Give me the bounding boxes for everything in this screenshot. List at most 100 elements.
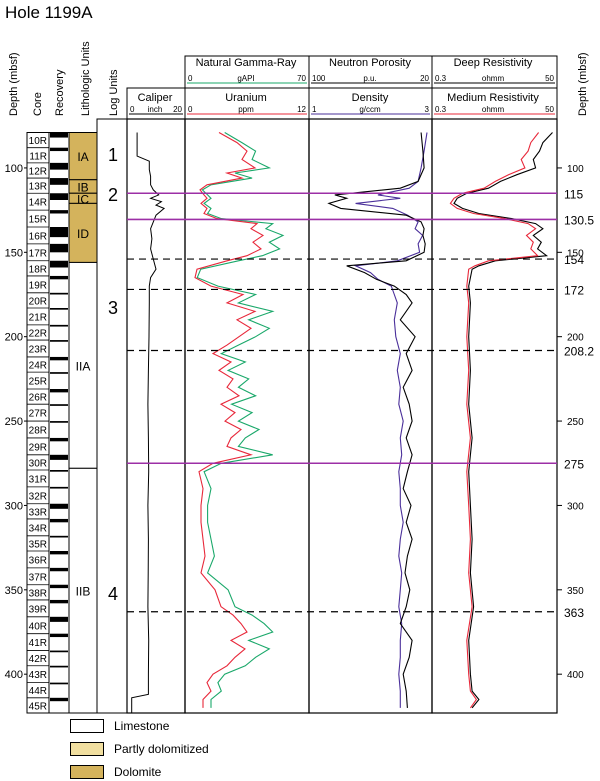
lithologic-unit-label: IC: [77, 192, 89, 206]
core-header: Core: [32, 92, 44, 116]
lithologic-unit-label: IB: [77, 181, 88, 195]
recovery-bar: [50, 633, 68, 638]
uranium-unit: ppm: [238, 105, 254, 114]
core-label-36R: 36R: [29, 555, 47, 566]
depth-label-left: 400: [5, 669, 23, 681]
core-label-11R: 11R: [29, 151, 47, 162]
density-title: Density: [352, 92, 389, 104]
core-label-35R: 35R: [29, 539, 47, 550]
depth-label-left: 150: [5, 247, 23, 259]
depth-label-left: 100: [5, 163, 23, 175]
recovery-bar: [50, 178, 68, 185]
recovery-bar: [50, 147, 68, 152]
core-label-42R: 42R: [29, 654, 47, 665]
deep-res-max: 50: [545, 74, 554, 83]
med-res-title: Medium Resistivity: [447, 92, 539, 104]
legend-item: Partly dolomitized: [70, 740, 310, 758]
uranium-title: Uranium: [225, 92, 267, 104]
core-label-39R: 39R: [29, 604, 47, 615]
core-label-45R: 45R: [29, 701, 47, 712]
core-label-41R: 41R: [29, 638, 47, 649]
core-label-23R: 23R: [29, 345, 47, 356]
core-label-25R: 25R: [29, 377, 47, 388]
uranium-curve: [194, 132, 265, 708]
depth-label-right: 100: [567, 164, 584, 175]
lithologic-unit-label: IA: [77, 150, 88, 164]
track-frame-3: [431, 118, 558, 714]
recovery-bar: [50, 356, 68, 361]
recovery-bar: [50, 486, 68, 489]
porosity-min: 100: [312, 74, 326, 83]
log-unit-label-1: 1: [108, 145, 118, 165]
core-label-18R: 18R: [29, 264, 47, 275]
legend-item: Limestone: [70, 717, 310, 735]
density-max: 3: [425, 105, 430, 114]
core-label-44R: 44R: [29, 686, 47, 697]
recovery-bar: [50, 132, 68, 138]
lithologic-unit-label: ID: [77, 227, 89, 241]
deep-res-unit: ohmm: [482, 74, 505, 83]
gamma-max: 70: [297, 74, 306, 83]
core-label-29R: 29R: [29, 442, 47, 453]
recovery-bar: [50, 650, 68, 653]
uranium-max: 12: [297, 105, 306, 114]
recovery-bar: [50, 193, 68, 200]
core-label-24R: 24R: [29, 361, 47, 372]
core-label-16R: 16R: [29, 231, 47, 242]
legend-label: Partly dolomitized: [114, 742, 209, 756]
depth-label-right: 250: [567, 417, 584, 428]
boundary-label: 130.5: [564, 213, 594, 227]
figure-title: Hole 1199A: [5, 3, 93, 22]
track-frame-2: [308, 118, 433, 714]
boundary-label: 172: [564, 283, 584, 297]
core-label-20R: 20R: [29, 296, 47, 307]
depth-label-left: 350: [5, 585, 23, 597]
gamma-title: Natural Gamma-Ray: [196, 57, 297, 69]
core-label-32R: 32R: [29, 491, 47, 502]
recovery-bar: [50, 518, 68, 523]
core-label-38R: 38R: [29, 588, 47, 599]
porosity-unit: p.u.: [363, 74, 376, 83]
log-unit-label-3: 3: [108, 298, 118, 318]
depth-label-right: 200: [567, 333, 584, 344]
core-label-28R: 28R: [29, 426, 47, 437]
depth-label-right: 300: [567, 501, 584, 512]
legend-swatch: [70, 742, 104, 756]
recovery-bar: [50, 421, 68, 423]
depth-label-right: 400: [567, 670, 584, 681]
recovery-bar: [50, 210, 68, 214]
core-label-43R: 43R: [29, 670, 47, 681]
recovery-bar: [50, 324, 68, 327]
med-res-min: 0.3: [435, 105, 447, 114]
gamma-curve: [196, 132, 285, 708]
legend-label: Dolomite: [114, 765, 162, 779]
deep-res-title: Deep Resistivity: [454, 57, 533, 69]
recovery-bar: [50, 308, 68, 310]
porosity-curve: [353, 132, 428, 708]
density-unit: g/ccm: [359, 105, 381, 114]
core-label-21R: 21R: [29, 312, 47, 323]
log-units-header: Log Units: [108, 69, 120, 116]
caliper-min: 0: [130, 105, 135, 114]
core-label-34R: 34R: [29, 523, 47, 534]
recovery-bar: [50, 665, 68, 668]
recovery-bar: [50, 682, 68, 685]
legend-label: Limestone: [114, 719, 170, 733]
core-label-14R: 14R: [29, 198, 47, 209]
caliper-unit: inch: [148, 105, 163, 114]
lithologic-unit-label: IIB: [76, 585, 91, 599]
log-units-column: [96, 118, 128, 714]
recovery-bar: [50, 243, 68, 253]
legend-swatch: [70, 765, 104, 779]
caliper-max: 20: [173, 105, 182, 114]
core-label-13R: 13R: [29, 182, 47, 193]
caliper-curve: [131, 132, 166, 713]
med-res-max: 50: [545, 105, 554, 114]
log-unit-label-2: 2: [108, 185, 118, 205]
boundary-label: 115: [564, 187, 583, 201]
depth-label-left: 250: [5, 416, 23, 428]
recovery-bar: [50, 372, 68, 374]
gamma-min: 0: [188, 74, 193, 83]
core-label-22R: 22R: [29, 328, 47, 339]
